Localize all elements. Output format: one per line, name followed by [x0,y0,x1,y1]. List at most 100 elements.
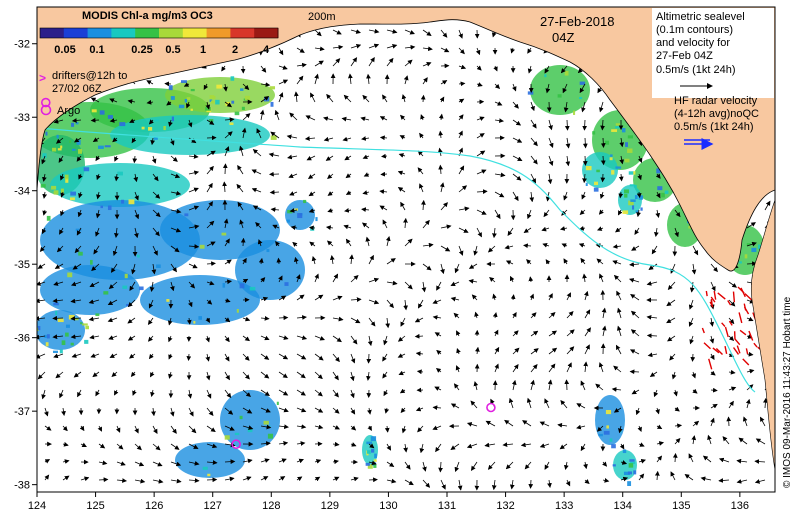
velocity-vector [474,311,479,319]
velocity-vector [674,209,681,218]
chlorophyll-speck [628,200,634,206]
velocity-vector [368,443,375,449]
chlorophyll-speck [178,104,185,109]
velocity-vector [73,371,82,378]
velocity-vector [76,155,82,162]
chlorophyll-speck [170,96,175,100]
chlorophyll-speck [193,320,196,324]
velocity-vector [368,28,380,34]
velocity-vector [314,73,319,85]
argo-float[interactable] [486,402,496,413]
velocity-vector [530,155,538,165]
hf-legend-3: 0.5m/s (1kt 24h) [674,121,753,133]
velocity-vector [458,64,467,70]
chlorophyll-speck [107,205,112,211]
velocity-vector [530,348,539,355]
chlorophyll-speck [209,95,214,100]
velocity-vector [296,441,306,446]
chlorophyll-speck [573,110,576,115]
velocity-vector [386,478,397,484]
chlorophyll-speck [267,433,274,439]
velocity-vector [656,455,663,463]
contour-label: 200m [308,11,336,23]
velocity-vector [332,44,344,50]
velocity-vector [728,299,736,307]
velocity-vector [544,461,550,470]
velocity-vector [270,207,280,213]
velocity-vector [526,397,532,409]
velocity-vector [148,353,154,360]
velocity-vector [667,335,676,342]
velocity-vector [542,243,550,248]
velocity-vector [422,46,433,52]
velocity-vector [511,83,517,92]
argo-float[interactable] [40,97,51,108]
velocity-vector [362,154,370,160]
velocity-vector [206,220,215,229]
velocity-vector [362,94,370,103]
velocity-vector [152,425,158,435]
chlorophyll-speck [213,95,216,100]
colorbar-swatch [206,28,231,38]
velocity-vector [129,118,136,123]
velocity-vector [224,459,236,465]
chlorophyll-speck [222,282,226,288]
chlorophyll-speck [610,154,613,157]
velocity-vector [397,170,406,176]
velocity-vector [56,245,64,253]
velocity-vector [289,208,298,213]
velocity-vector [545,259,551,265]
velocity-vector [414,317,424,323]
chlorophyll-speck [623,189,629,194]
chlorophyll-patch [595,395,625,445]
lon-tick-label: 135 [672,500,690,512]
velocity-vector [290,225,298,231]
chlorophyll-speck [629,459,635,462]
velocity-vector [309,241,316,247]
velocity-vector [691,371,696,379]
lon-tick-label: 133 [555,500,573,512]
velocity-vector [268,152,280,158]
velocity-vector [88,316,100,322]
velocity-vector [367,425,372,432]
velocity-vector [274,109,280,121]
hf-vector [713,290,717,300]
velocity-vector [92,371,100,378]
velocity-vector [638,458,646,464]
chlorophyll-speck [180,80,187,83]
velocity-vector [205,371,211,381]
chlorophyll-speck [70,342,74,346]
velocity-vector [278,389,289,396]
velocity-vector [440,47,450,53]
argo-float[interactable] [231,439,241,450]
velocity-vector [707,434,712,445]
chlorophyll-speck [119,122,126,127]
velocity-vector [630,294,640,301]
chlorophyll-speck [596,169,600,173]
velocity-vector [131,137,137,144]
velocity-vector [619,155,625,165]
velocity-vector [314,424,324,430]
chlorophyll-speck [210,100,215,104]
velocity-vector [278,458,287,463]
velocity-vector [634,227,640,235]
chlorophyll-speck [69,197,75,201]
velocity-vector [242,458,253,464]
chlorophyll-speck [374,453,377,459]
velocity-vector [169,407,175,417]
velocity-vector [205,317,210,324]
velocity-vector [314,273,319,283]
chlorophyll-speck [69,140,72,143]
velocity-vector [746,222,756,229]
chlorophyll-speck [148,127,153,131]
velocity-vector [350,335,358,345]
colorbar-swatch [40,28,65,38]
velocity-vector [638,442,645,447]
chlorophyll-speck [117,171,123,176]
chlorophyll-speck [640,207,643,211]
velocity-vector [44,474,50,481]
velocity-vector [222,181,227,193]
chlorophyll-speck [367,450,371,454]
lon-tick-label: 129 [321,500,339,512]
velocity-vector [595,383,604,391]
